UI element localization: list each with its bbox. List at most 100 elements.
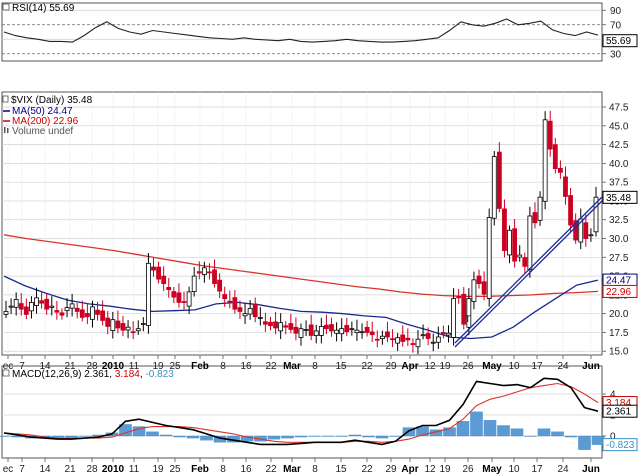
candle-body bbox=[13, 298, 19, 308]
price-xtick-label: 7 bbox=[19, 361, 25, 372]
candle-body bbox=[364, 326, 370, 333]
macd-histogram-bar bbox=[294, 435, 308, 438]
candle-body bbox=[273, 321, 278, 329]
price-ytick-label: 40.0 bbox=[609, 159, 629, 170]
macd-histogram-bar bbox=[497, 425, 510, 437]
candle-body bbox=[161, 275, 167, 285]
candle-body bbox=[512, 228, 518, 262]
candle-body bbox=[415, 338, 421, 348]
candle-body bbox=[227, 300, 233, 303]
price-ytick-label: 37.5 bbox=[609, 178, 629, 189]
candle-body bbox=[547, 120, 553, 150]
macd-histogram-bar bbox=[186, 435, 200, 439]
candle-body bbox=[461, 293, 467, 325]
candle-body bbox=[95, 309, 100, 315]
candle-body bbox=[115, 320, 121, 329]
candle-body bbox=[262, 321, 268, 325]
macd-histogram-bar bbox=[443, 427, 456, 437]
macd-xtick-label: Jun bbox=[582, 464, 600, 474]
candle-body bbox=[293, 326, 299, 334]
price-xtick-label: 26 bbox=[462, 361, 474, 372]
macd-histogram-bar bbox=[524, 435, 537, 437]
candle-body bbox=[34, 297, 39, 306]
candle-body bbox=[552, 144, 558, 170]
candle-body bbox=[120, 323, 126, 331]
price-xtick-label: May bbox=[482, 361, 502, 372]
price-xtick-label: 19 bbox=[439, 361, 451, 372]
price-ytick-label: 15.0 bbox=[609, 347, 629, 358]
candle-body bbox=[84, 313, 90, 318]
macd-histogram-bar bbox=[119, 424, 132, 437]
candle-body bbox=[527, 215, 533, 271]
candle-body bbox=[308, 324, 314, 336]
candle-body bbox=[583, 222, 589, 239]
macd-hist-tag: -0.823 bbox=[606, 440, 635, 451]
candle-body bbox=[344, 325, 350, 333]
candle-body bbox=[593, 196, 599, 233]
price-legend: $VIX (Daily) 35.48 MA(50) 24.47 MA(200) … bbox=[2, 95, 93, 137]
candle-body bbox=[242, 313, 248, 317]
candle-body bbox=[441, 332, 446, 335]
legend-ma200: MA(200) 22.96 bbox=[12, 116, 79, 127]
price-ytick-label: 20.0 bbox=[609, 309, 629, 320]
macd-line bbox=[3, 377, 599, 446]
macd-signal-line bbox=[3, 382, 599, 443]
candle-body bbox=[349, 328, 355, 331]
macd-xtick-label: 11 bbox=[129, 464, 140, 474]
price-xtick-label: ec bbox=[3, 361, 14, 372]
macd-histogram-bar bbox=[578, 435, 591, 450]
candle-body bbox=[156, 266, 161, 280]
trendline-upper bbox=[454, 196, 603, 344]
vix-value-tag-box bbox=[602, 190, 638, 204]
rsi-ytick-label: 30 bbox=[610, 49, 622, 60]
candle-body bbox=[298, 328, 304, 338]
macd-hist-tag-box bbox=[602, 438, 638, 452]
macd-histogram-bar bbox=[200, 435, 213, 441]
candle-body bbox=[588, 234, 594, 237]
legend-ma50: MA(50) 24.47 bbox=[12, 106, 73, 117]
candle-body bbox=[217, 279, 223, 292]
candle-body bbox=[425, 333, 431, 339]
candle-body bbox=[557, 168, 563, 173]
macd-histogram-bar bbox=[416, 426, 429, 437]
candle-body bbox=[486, 217, 492, 299]
candle-body bbox=[69, 303, 75, 309]
candle-body bbox=[191, 275, 197, 292]
macd-histogram-bar bbox=[564, 435, 578, 438]
price-xtick-label: 29 bbox=[385, 361, 397, 372]
candle-body bbox=[237, 307, 243, 312]
candle-body bbox=[268, 321, 273, 327]
macd-value-tag-box bbox=[602, 404, 638, 418]
candle-body bbox=[288, 323, 294, 330]
candle-body bbox=[451, 298, 456, 338]
macd-xtick-label: 2010 bbox=[102, 464, 125, 474]
macd-xtick-label: 8 bbox=[312, 464, 318, 474]
macd-histogram-bar bbox=[132, 426, 146, 437]
price-xtick-label: 22 bbox=[361, 361, 373, 372]
candle-body bbox=[405, 337, 411, 341]
candle-body bbox=[74, 307, 80, 312]
macd-label: MACD(12,26,9) 2.361, 3.184, -0.823 bbox=[12, 369, 174, 380]
candle-body bbox=[329, 324, 334, 332]
candle-body bbox=[110, 319, 116, 331]
legend-volume-swatch bbox=[4, 127, 6, 133]
candle-body bbox=[430, 341, 436, 344]
macd-xtick-label: ec bbox=[3, 464, 14, 474]
price-xtick-label: 8 bbox=[312, 361, 318, 372]
macd-histogram-bar bbox=[375, 435, 389, 439]
macd-value-tag: 2.361 bbox=[606, 407, 631, 418]
macd-xtick-label: 17 bbox=[531, 464, 543, 474]
price-ytick-label: 42.5 bbox=[609, 140, 629, 151]
rsi-value-tag-box bbox=[602, 34, 638, 48]
ma50-value-tag: 24.47 bbox=[606, 276, 631, 287]
candle-body bbox=[3, 311, 9, 315]
rsi-ytick-label: 90 bbox=[610, 6, 622, 17]
price-xtick-label: 28 bbox=[86, 361, 98, 372]
macd-xtick-label: 25 bbox=[169, 464, 181, 474]
candle-body bbox=[222, 294, 228, 300]
price-xtick-label: 16 bbox=[240, 361, 252, 372]
candle-body bbox=[334, 329, 340, 334]
macd-lines-group bbox=[3, 377, 599, 446]
candle-body bbox=[212, 269, 217, 285]
